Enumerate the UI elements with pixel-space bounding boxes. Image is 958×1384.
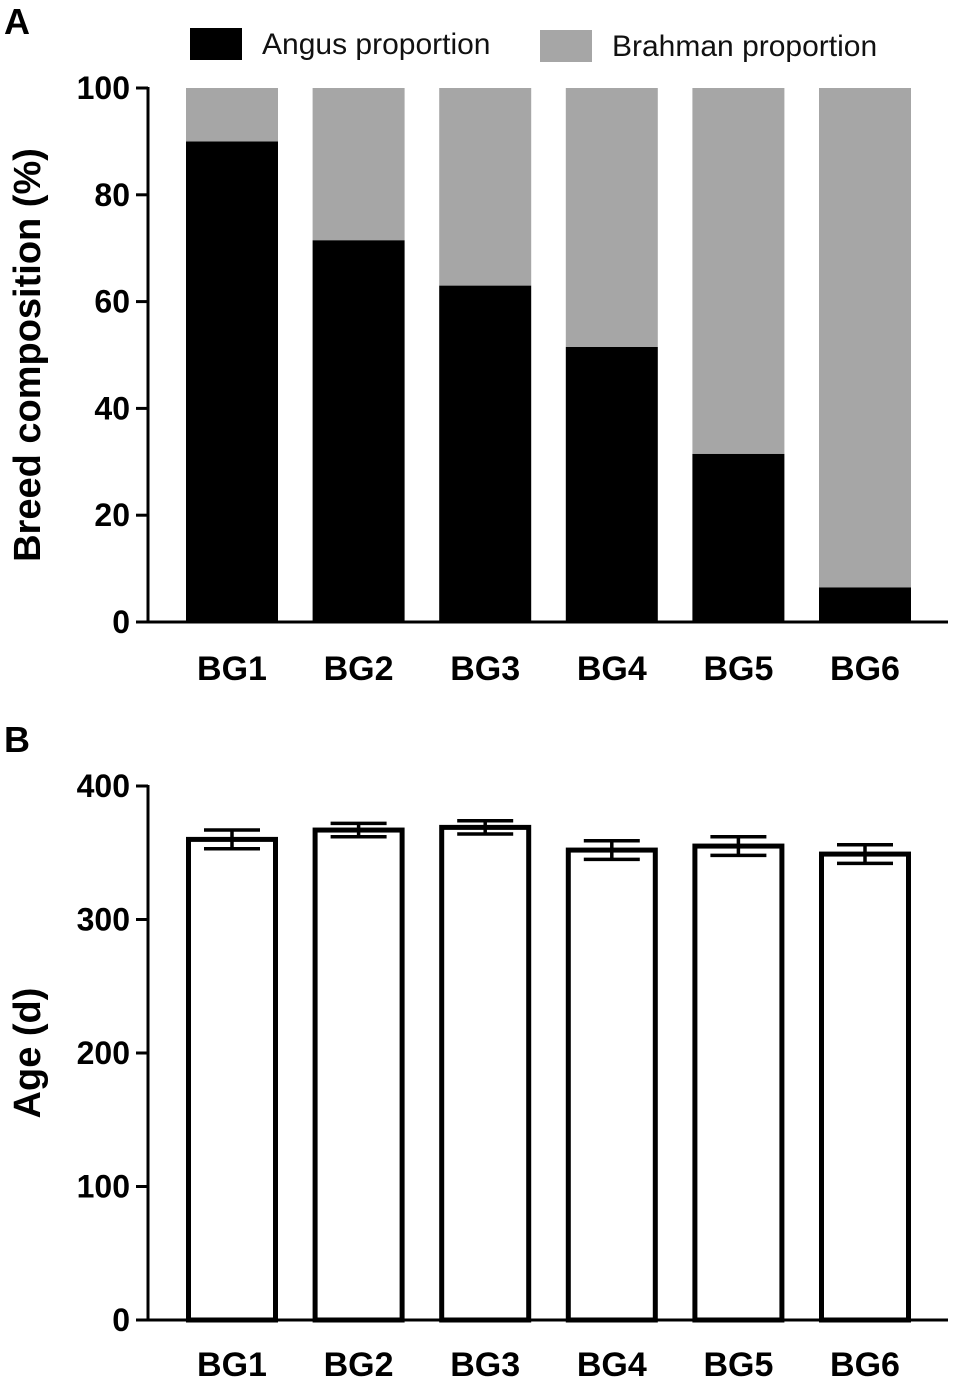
panel-b-chart: B 0 100 200 300 400 BG1 BG2 BG3 BG4 BG5 BG6 Age (d… bbox=[4, 719, 948, 1384]
panel-a-label: A bbox=[4, 1, 30, 42]
x-tick-label: BG3 bbox=[450, 1346, 520, 1384]
y-tick-label: 40 bbox=[94, 390, 130, 426]
x-tick-label: BG2 bbox=[324, 650, 394, 688]
legend-swatch-brahman bbox=[540, 30, 592, 62]
x-tick-label: BG5 bbox=[703, 650, 773, 688]
bar bbox=[692, 843, 785, 1323]
bar-segment-angus bbox=[439, 285, 532, 622]
bar-segment-angus bbox=[692, 453, 785, 622]
bar-segment-brahman bbox=[186, 88, 278, 142]
bar bbox=[186, 836, 278, 1323]
bar-segment-angus bbox=[186, 141, 278, 622]
bar-segment-brahman bbox=[439, 88, 532, 286]
x-tick-label: BG4 bbox=[577, 650, 647, 688]
y-tick-label: 100 bbox=[77, 1169, 130, 1205]
x-tick-label: BG1 bbox=[197, 650, 267, 688]
y-tick-label: 80 bbox=[94, 177, 130, 213]
bar-segment-angus bbox=[819, 587, 911, 622]
bar bbox=[819, 851, 911, 1323]
axes: 0 20 40 60 80 100 BG1 BG2 BG3 BG4 BG5 BG6 bbox=[77, 70, 948, 688]
x-tick-label: BG4 bbox=[577, 1346, 647, 1384]
bar-segment-brahman bbox=[565, 88, 658, 347]
y-tick-label: 100 bbox=[77, 70, 130, 106]
x-tick-label: BG2 bbox=[324, 1346, 394, 1384]
bar-segment-angus bbox=[565, 346, 658, 622]
bar-segment-brahman bbox=[819, 88, 911, 588]
y-tick-label: 200 bbox=[77, 1035, 130, 1071]
bars bbox=[186, 818, 911, 1323]
y-axis-title: Breed composition (%) bbox=[7, 148, 49, 562]
bar-segment-angus bbox=[312, 240, 405, 622]
x-tick-label: BG6 bbox=[830, 650, 900, 688]
legend-label-brahman: Brahman proportion bbox=[612, 30, 877, 63]
axes: 0 100 200 300 400 BG1 BG2 BG3 BG4 BG5 BG6 bbox=[77, 768, 948, 1384]
x-tick-label: BG5 bbox=[703, 1346, 773, 1384]
legend-label-angus: Angus proportion bbox=[262, 28, 491, 61]
bar bbox=[565, 847, 658, 1323]
y-tick-label: 400 bbox=[77, 768, 130, 804]
x-tick-label: BG3 bbox=[450, 650, 520, 688]
bar bbox=[312, 827, 405, 1323]
y-tick-label: 0 bbox=[112, 1302, 130, 1338]
y-tick-label: 0 bbox=[112, 604, 130, 640]
y-tick-label: 20 bbox=[94, 497, 130, 533]
legend-swatch-angus bbox=[190, 28, 242, 60]
x-tick-label: BG1 bbox=[197, 1346, 267, 1384]
y-tick-label: 300 bbox=[77, 902, 130, 938]
bar-segment-brahman bbox=[692, 88, 785, 454]
panel-b-label: B bbox=[4, 719, 30, 760]
legend: Angus proportion Brahman proportion bbox=[190, 28, 877, 63]
stacked-bars bbox=[186, 88, 911, 622]
bar bbox=[439, 824, 532, 1323]
x-tick-label: BG6 bbox=[830, 1346, 900, 1384]
y-axis-title: Age (d) bbox=[7, 988, 49, 1119]
panel-a-chart: A Angus proportion Brahman proportion 0 2… bbox=[4, 1, 948, 688]
y-tick-label: 60 bbox=[94, 284, 130, 320]
bar-segment-brahman bbox=[312, 88, 405, 241]
